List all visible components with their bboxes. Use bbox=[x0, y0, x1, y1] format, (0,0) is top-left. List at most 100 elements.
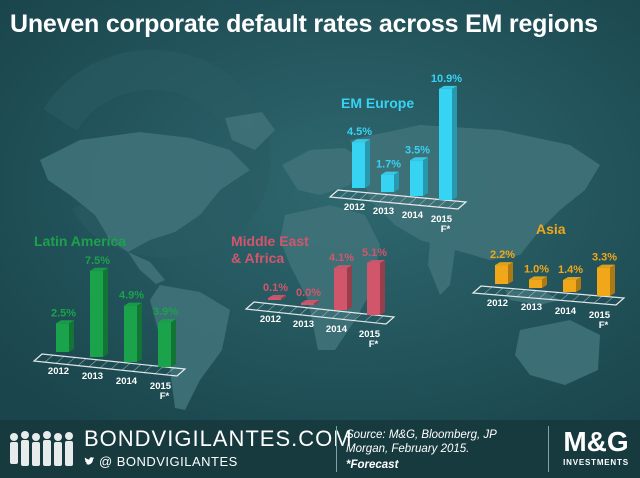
bar-side bbox=[452, 85, 457, 200]
data-label: 1.0% bbox=[524, 263, 549, 275]
bar-top bbox=[90, 267, 108, 271]
bar-side bbox=[380, 259, 385, 315]
base-hatch bbox=[121, 363, 131, 371]
base-hatch bbox=[99, 360, 109, 369]
data-label: 4.5% bbox=[347, 126, 372, 138]
bar-side bbox=[347, 265, 352, 310]
bar-side bbox=[281, 295, 286, 300]
bar-side bbox=[576, 276, 581, 292]
base-hatch bbox=[165, 367, 175, 376]
data-label: 4.1% bbox=[329, 252, 354, 264]
base-hatch bbox=[55, 356, 65, 364]
base-hatch bbox=[110, 361, 120, 370]
bar-side bbox=[137, 302, 142, 362]
data-label: 3.9% bbox=[153, 306, 178, 318]
bar-2013 bbox=[301, 303, 314, 305]
at-sign-icon: @ bbox=[99, 454, 113, 469]
data-label: 0.0% bbox=[296, 287, 321, 299]
tick-label: 2015 F* bbox=[359, 329, 381, 350]
bar-top bbox=[410, 157, 428, 161]
bar-top bbox=[268, 295, 286, 298]
base-hatch bbox=[267, 304, 276, 312]
base-hatch bbox=[278, 305, 287, 313]
data-label: 1.7% bbox=[376, 159, 401, 171]
bar-2013 bbox=[529, 279, 542, 288]
bar-side bbox=[314, 300, 319, 305]
base-hatch bbox=[299, 307, 309, 315]
handle-text: BONDVIGILANTES bbox=[116, 454, 238, 469]
bar-top bbox=[367, 259, 385, 263]
base-hatch bbox=[538, 291, 548, 299]
base-hatch bbox=[483, 286, 493, 295]
base-hatch bbox=[364, 314, 373, 322]
tick-label: 2015 F* bbox=[431, 214, 453, 235]
bar-side bbox=[610, 264, 615, 296]
bar-side bbox=[103, 267, 108, 357]
tick-label: 2015 F* bbox=[589, 310, 611, 331]
bar-2012 bbox=[268, 298, 281, 300]
chart-title: EM Europe bbox=[341, 95, 414, 111]
bar-2014 bbox=[334, 268, 347, 310]
base-hatch bbox=[560, 293, 570, 301]
logo-main: M&G bbox=[563, 426, 629, 457]
tick-label: 2012 bbox=[260, 314, 281, 325]
footer: BONDVIGILANTES.COM @ BONDVIGILANTES Sourc… bbox=[0, 420, 640, 478]
base-hatch bbox=[310, 308, 319, 317]
base-hatch bbox=[77, 358, 87, 366]
bar-top bbox=[439, 85, 457, 89]
bar-2015f bbox=[597, 267, 610, 296]
tick-label: 2014 bbox=[326, 324, 348, 335]
tick-label: 2013 bbox=[373, 206, 394, 217]
base-hatch bbox=[288, 306, 298, 314]
data-label: 5.1% bbox=[362, 247, 387, 259]
tick-label: 2013 bbox=[82, 371, 103, 382]
base-hatch bbox=[143, 365, 153, 373]
base-hatch bbox=[339, 190, 349, 199]
base-hatch bbox=[359, 192, 368, 200]
base-hatch bbox=[33, 353, 43, 362]
base-hatch bbox=[604, 296, 614, 305]
bar-side bbox=[508, 262, 513, 284]
base-hatch bbox=[457, 201, 467, 210]
base-hatch bbox=[516, 289, 526, 297]
page-title: Uneven corporate default rates across EM… bbox=[10, 10, 598, 38]
base-hatch bbox=[428, 199, 437, 207]
data-label: 2.5% bbox=[51, 307, 76, 319]
base-hatch bbox=[66, 357, 76, 365]
footer-divider bbox=[336, 426, 337, 472]
world-map bbox=[40, 112, 600, 410]
bar-2015f bbox=[439, 88, 452, 200]
bar-top bbox=[158, 319, 176, 323]
base-hatch bbox=[132, 364, 142, 372]
tick-label: 2014 bbox=[402, 210, 424, 221]
base-hatch bbox=[321, 309, 330, 318]
bar-top bbox=[563, 276, 581, 280]
bar-2012 bbox=[495, 265, 508, 284]
brand-name[interactable]: BONDVIGILANTES.COM bbox=[84, 426, 353, 451]
base-hatch bbox=[494, 287, 504, 296]
base-hatch bbox=[472, 285, 482, 294]
base-hatch bbox=[44, 354, 54, 363]
base-hatch bbox=[369, 193, 378, 201]
twitter-icon bbox=[84, 454, 95, 469]
data-label: 0.1% bbox=[263, 282, 288, 294]
base-hatch bbox=[154, 366, 164, 374]
chart-mea: 0.1% 2012 0.0% 2013 4.1% 2014 5.1% 2015 F* Middle… bbox=[231, 233, 396, 350]
tick-label: 2013 bbox=[293, 319, 314, 330]
bar-top bbox=[495, 262, 513, 266]
social-handle[interactable]: @ BONDVIGILANTES bbox=[84, 454, 238, 469]
mg-logo: M&G INVESTMENTS bbox=[556, 426, 636, 472]
forecast-note: *Forecast bbox=[346, 459, 399, 471]
data-label: 10.9% bbox=[431, 73, 462, 85]
bar-2015f bbox=[367, 262, 380, 315]
base-hatch bbox=[408, 197, 417, 205]
base-hatch bbox=[593, 295, 603, 304]
tick-label: 2012 bbox=[344, 202, 365, 213]
bar-top bbox=[529, 276, 547, 280]
base-hatch bbox=[571, 294, 581, 302]
bar-top bbox=[301, 300, 319, 303]
base-hatch bbox=[388, 195, 398, 203]
bar-side bbox=[69, 320, 74, 352]
data-label: 3.3% bbox=[592, 252, 617, 264]
